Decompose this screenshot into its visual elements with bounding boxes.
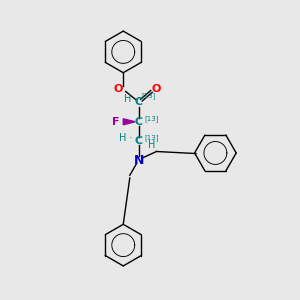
Polygon shape	[123, 119, 135, 125]
Text: H: H	[148, 140, 155, 150]
Text: [13]: [13]	[145, 134, 159, 141]
Text: H: H	[124, 94, 131, 104]
Text: [13]: [13]	[141, 92, 155, 99]
Text: C: C	[135, 117, 143, 127]
Text: O: O	[152, 84, 161, 94]
Text: [13]: [13]	[145, 115, 159, 122]
Text: H ·: H ·	[119, 133, 133, 142]
Text: O: O	[113, 84, 123, 94]
Text: C: C	[135, 98, 143, 107]
Text: C: C	[135, 136, 143, 146]
Text: N: N	[134, 154, 144, 167]
Text: F: F	[112, 117, 119, 127]
